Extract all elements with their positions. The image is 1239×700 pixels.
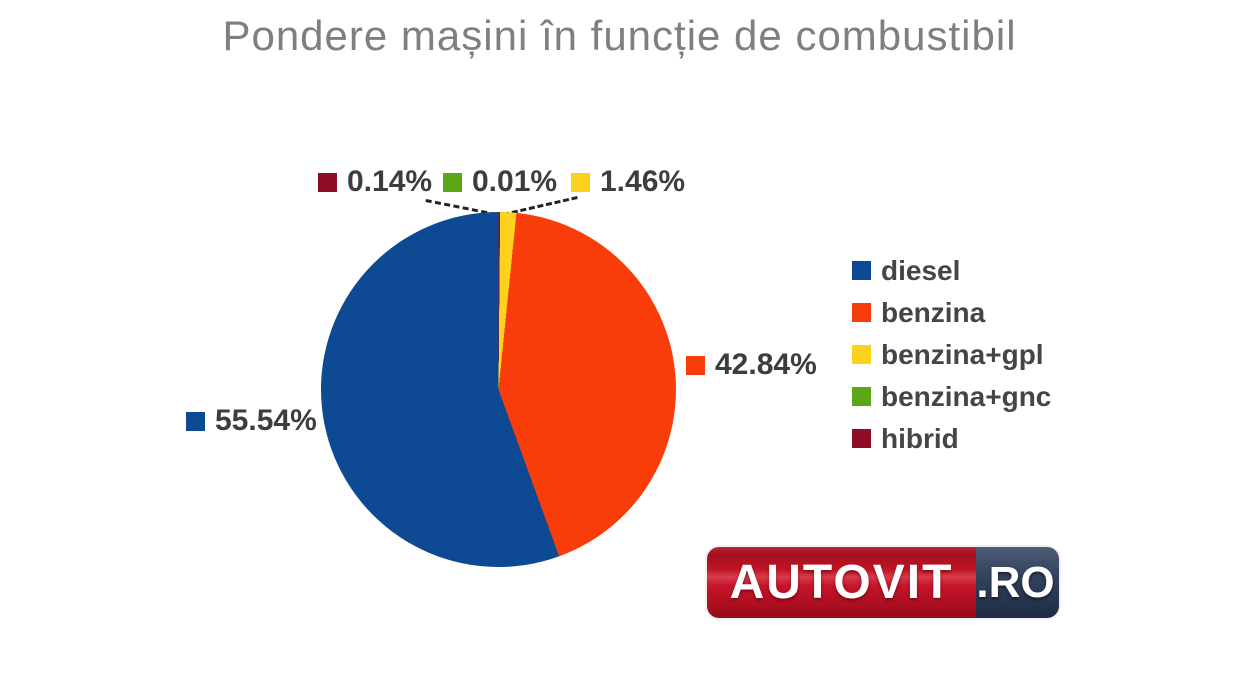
hibrid-pct: 0.14% — [347, 165, 433, 198]
autovit-brand-text: AUTOVIT — [729, 556, 954, 609]
benzina-gnc-swatch — [443, 172, 462, 192]
legend-benzina-gpl-label: benzina+gpl — [881, 338, 1044, 370]
legend-hibrid-swatch — [852, 429, 871, 448]
legend-diesel-swatch — [852, 261, 871, 280]
legend-benzina-label: benzina — [881, 296, 986, 328]
chart-title: Pondere mașini în funcție de combustibil — [222, 12, 1017, 59]
pie-chart — [321, 212, 676, 567]
data-label-hibrid: 0.14% — [318, 165, 433, 198]
benzina-swatch — [686, 355, 705, 375]
legend-diesel-label: diesel — [881, 254, 961, 286]
autovit-tld-text: .RO — [976, 557, 1055, 607]
legend: diesel benzina benzina+gpl benzina+gnc h… — [852, 254, 1052, 454]
legend-item-benzina-gpl: benzina+gpl — [852, 338, 1051, 370]
legend-item-benzina: benzina — [852, 296, 1051, 328]
legend-benzina-swatch — [852, 303, 871, 322]
data-label-diesel: 55.54% — [186, 404, 317, 437]
autovit-logo: AUTOVIT .RO — [707, 547, 1059, 618]
data-label-benzina-gnc: 0.01% — [443, 165, 558, 198]
diesel-pct: 55.54% — [215, 404, 317, 437]
data-label-benzina: 42.84% — [686, 348, 817, 381]
autovit-logo-navy-panel: .RO — [976, 547, 1059, 618]
data-label-benzina-gpl: 1.46% — [571, 165, 686, 198]
autovit-logo-red-panel: AUTOVIT — [707, 547, 976, 618]
benzina-gpl-pct: 1.46% — [600, 165, 686, 198]
benzina-gnc-pct: 0.01% — [472, 165, 558, 198]
legend-benzina-gpl-swatch — [852, 345, 871, 364]
legend-hibrid-label: hibrid — [881, 422, 959, 454]
legend-benzina-gnc-label: benzina+gnc — [881, 380, 1052, 412]
legend-item-diesel: diesel — [852, 254, 1051, 286]
diesel-swatch — [186, 411, 205, 431]
benzina-gpl-swatch — [571, 172, 590, 192]
legend-benzina-gnc-swatch — [852, 387, 871, 406]
hibrid-swatch — [318, 172, 337, 192]
legend-item-benzina-gnc: benzina+gnc — [852, 380, 1052, 412]
legend-item-hibrid: hibrid — [852, 422, 1051, 454]
benzina-pct: 42.84% — [715, 348, 817, 381]
